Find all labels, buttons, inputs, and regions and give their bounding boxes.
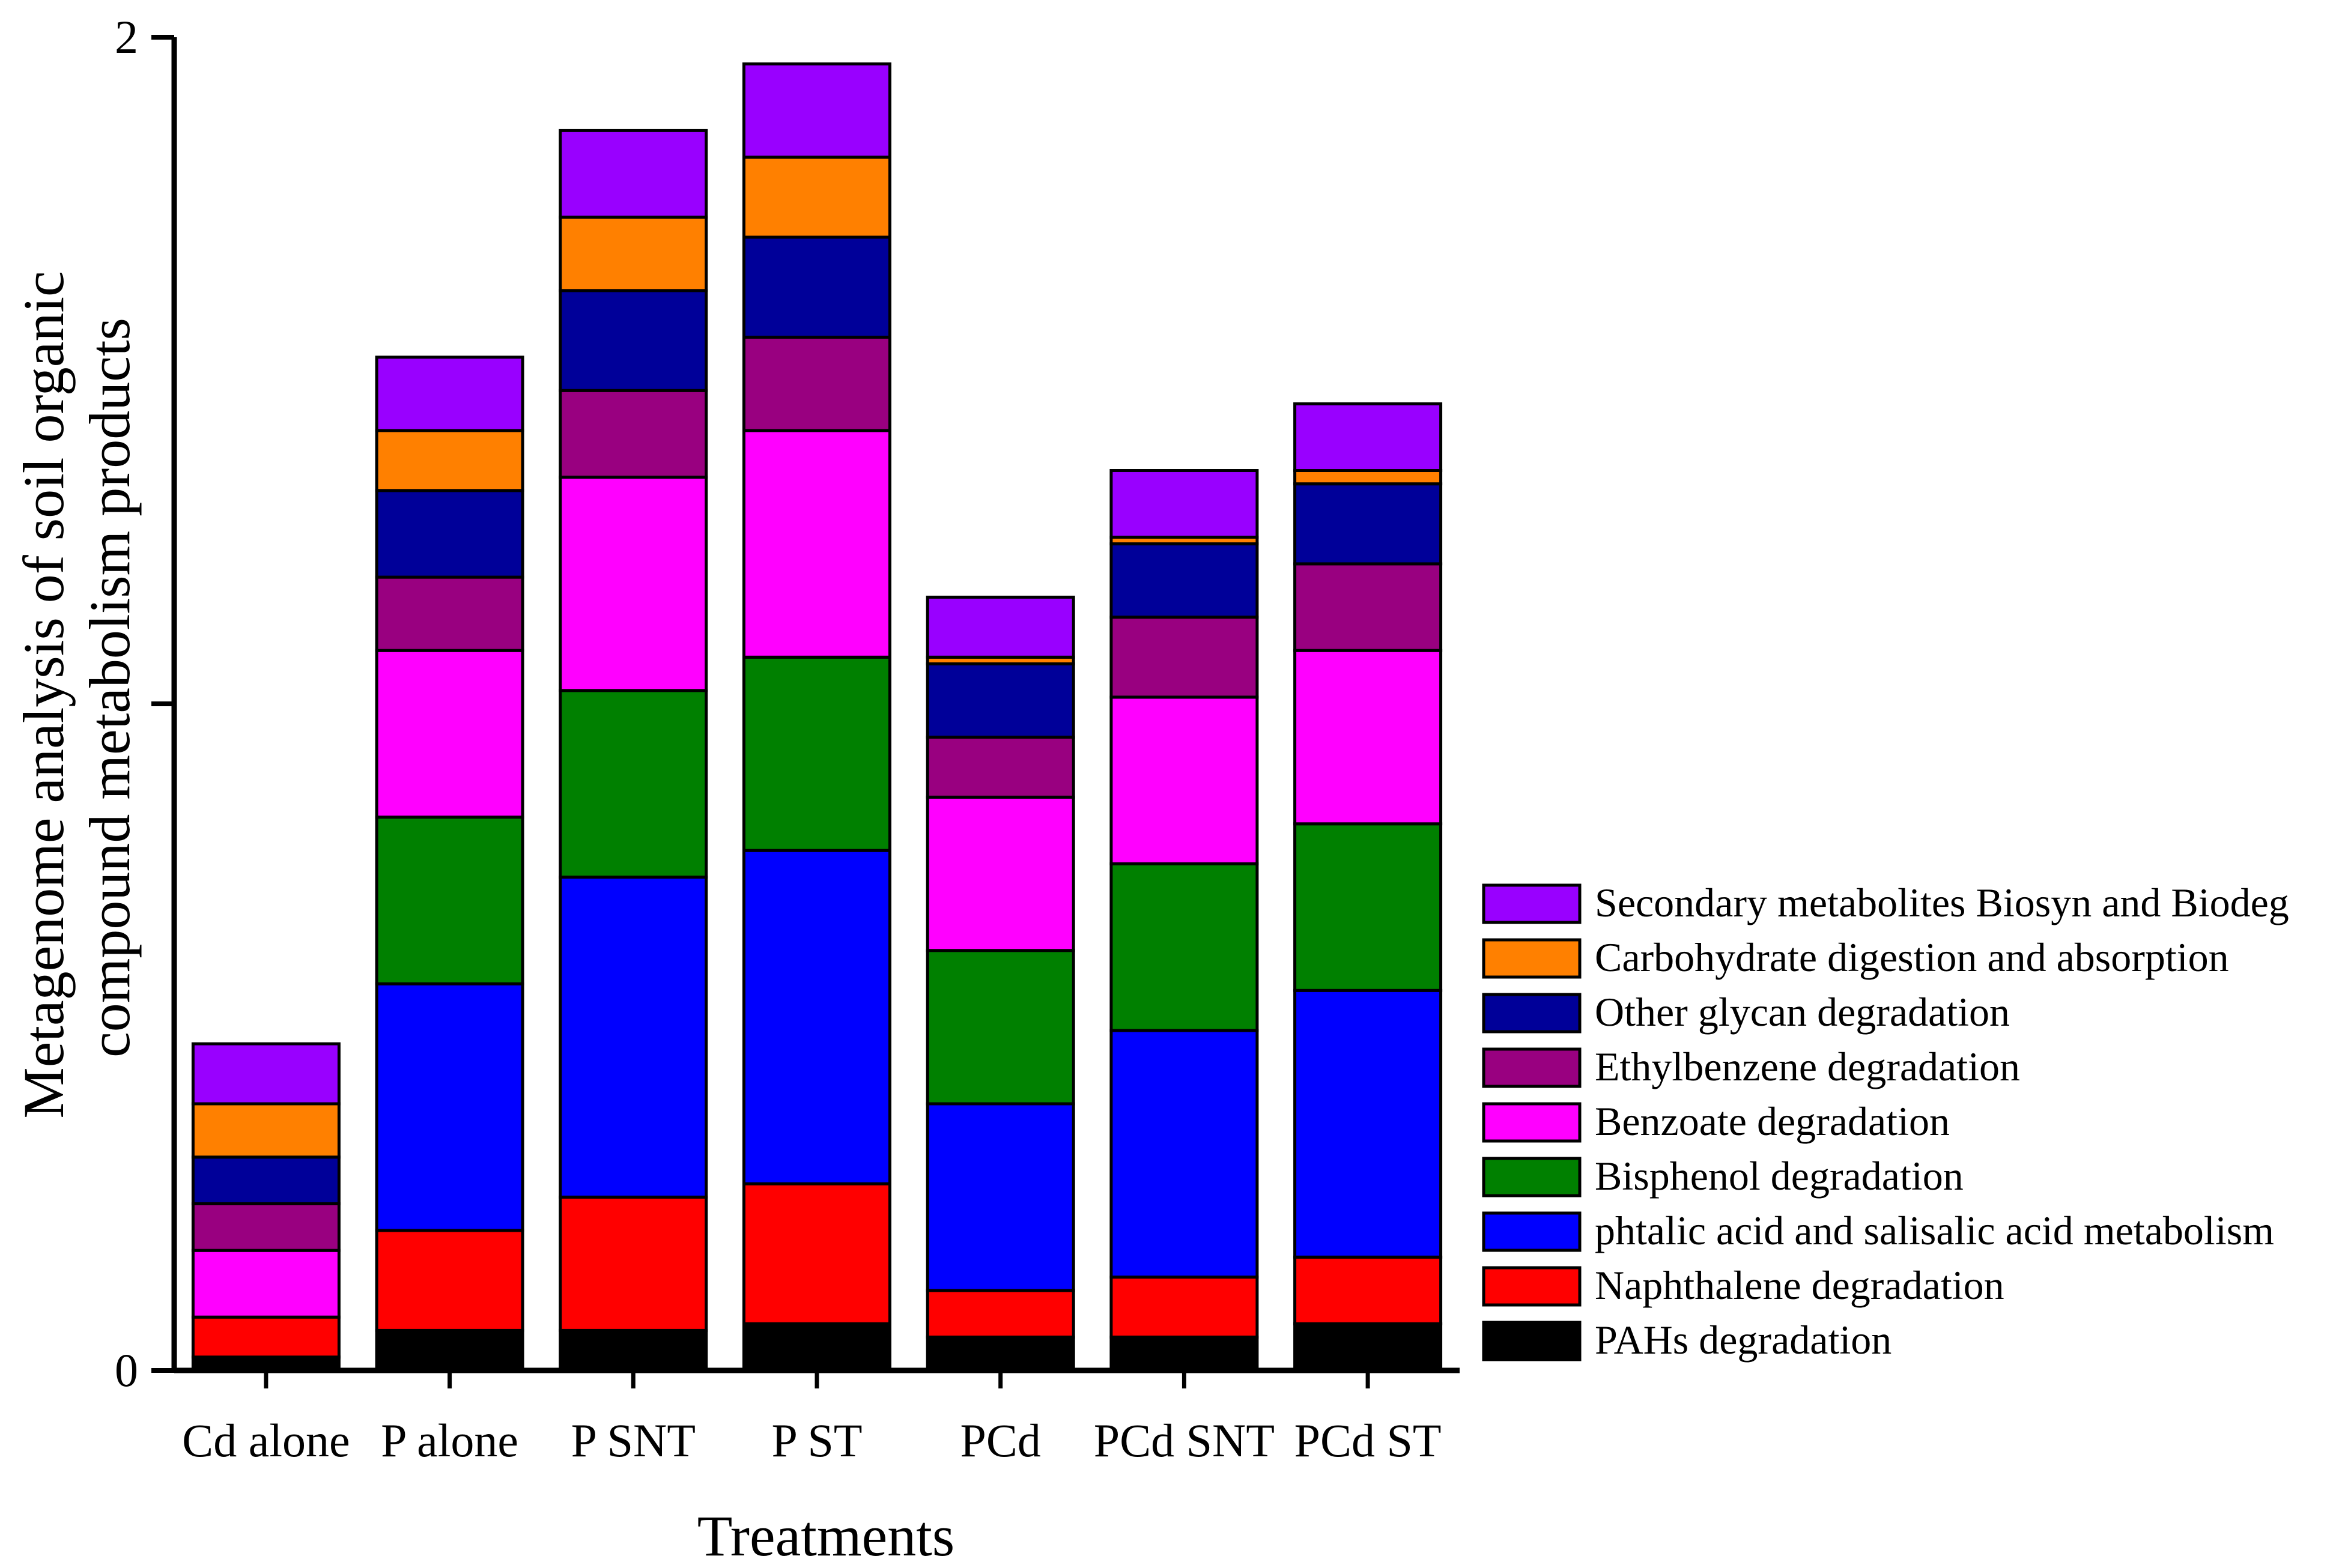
bar-segment-p-alone-bisphenol-degradation — [375, 816, 524, 985]
bar-segment-cd-alone-other-glycan-degradation — [191, 1155, 341, 1206]
legend-label-benzoate-degradation: Benzoate degradation — [1595, 1098, 1950, 1144]
bar-segment-pcd-st-phtalic-acid-and-salisalic-acid-metabolism — [1293, 988, 1443, 1259]
bar-segment-pcd-ethylbenzene-degradation — [926, 736, 1075, 799]
bar-segment-cd-alone-secondary-metabolites-biosyn-and-biodeg — [191, 1042, 341, 1106]
legend-label-naphthalene-degradation: Naphthalene degradation — [1595, 1262, 2004, 1308]
legend-swatch-secondary-metabolites-biosyn-and-biodeg — [1482, 883, 1582, 924]
bar-segment-p-alone-ethylbenzene-degradation — [375, 575, 524, 652]
bar-segment-pcd-benzoate-degradation — [926, 795, 1075, 952]
bar-segment-pcd-other-glycan-degradation — [926, 662, 1075, 739]
bar-segment-pcd-st-bisphenol-degradation — [1293, 822, 1443, 992]
bar-segment-p-snt-secondary-metabolites-biosyn-and-biodeg — [559, 129, 708, 219]
y-tick-label: 2 — [115, 11, 138, 63]
bar-segment-p-alone-phtalic-acid-and-salisalic-acid-metabolism — [375, 982, 524, 1232]
bar-segment-pcd-st-secondary-metabolites-biosyn-and-biodeg — [1293, 402, 1443, 472]
bar-segment-pcd-st-benzoate-degradation — [1293, 649, 1443, 826]
legend-swatch-other-glycan-degradation — [1482, 993, 1582, 1034]
bar-segment-pcd-snt-bisphenol-degradation — [1109, 862, 1259, 1032]
bar-segment-p-snt-pahs-degradation — [559, 1328, 708, 1372]
bar-segment-pcd-phtalic-acid-and-salisalic-acid-metabolism — [926, 1102, 1075, 1292]
bar-segment-p-snt-benzoate-degradation — [559, 476, 708, 692]
bar-segment-pcd-secondary-metabolites-biosyn-and-biodeg — [926, 595, 1075, 659]
x-tick-label-pcd-snt: PCd SNT — [1094, 1414, 1275, 1467]
bar-segment-pcd-bisphenol-degradation — [926, 949, 1075, 1106]
bar-segment-p-snt-naphthalene-degradation — [559, 1195, 708, 1332]
bar-segment-p-snt-phtalic-acid-and-salisalic-acid-metabolism — [559, 876, 708, 1199]
legend-swatch-phtalic-acid-and-salisalic-acid-metabolism — [1482, 1211, 1582, 1252]
bar-segment-p-alone-secondary-metabolites-biosyn-and-biodeg — [375, 356, 524, 432]
legend-label-secondary-metabolites-biosyn-and-biodeg: Secondary metabolites Biosyn and Biodeg — [1595, 880, 2289, 925]
bar-segment-pcd-st-carbohydrate-digestion-and-absorption — [1293, 469, 1443, 486]
bar-segment-p-st-carbohydrate-digestion-and-absorption — [742, 156, 891, 239]
legend-label-ethylbenzene-degradation: Ethylbenzene degradation — [1595, 1044, 2020, 1089]
bar-segment-pcd-snt-pahs-degradation — [1109, 1336, 1259, 1372]
x-tick-label-p-snt: P SNT — [571, 1414, 696, 1467]
legend: Secondary metabolites Biosyn and Biodeg C… — [1482, 880, 2289, 1363]
legend-swatch-pahs-degradation — [1482, 1321, 1582, 1361]
bar-segment-cd-alone-ethylbenzene-degradation — [191, 1202, 341, 1252]
bar-segment-p-st-secondary-metabolites-biosyn-and-biodeg — [742, 62, 891, 159]
y-axis-title: Metagenome analysis of soil organic comp… — [11, 256, 142, 1118]
bar-segment-pcd-pahs-degradation — [926, 1336, 1075, 1372]
y-ticks: 02 — [115, 11, 174, 1396]
bar-segment-pcd-snt-phtalic-acid-and-salisalic-acid-metabolism — [1109, 1029, 1259, 1279]
x-axis-title: Treatments — [697, 1504, 954, 1568]
bar-segment-pcd-st-naphthalene-degradation — [1293, 1255, 1443, 1325]
bar-segment-p-alone-other-glycan-degradation — [375, 489, 524, 579]
bar-segment-p-alone-benzoate-degradation — [375, 649, 524, 819]
bar-segment-p-st-bisphenol-degradation — [742, 655, 891, 852]
bar-segment-pcd-snt-other-glycan-degradation — [1109, 542, 1259, 619]
bar-segment-cd-alone-naphthalene-degradation — [191, 1315, 341, 1359]
legend-label-carbohydrate-digestion-and-absorption: Carbohydrate digestion and absorption — [1595, 934, 2229, 980]
bars-layer — [191, 62, 1443, 1372]
bar-segment-pcd-snt-secondary-metabolites-biosyn-and-biodeg — [1109, 469, 1259, 539]
y-axis-title-line-1: Metagenome analysis of soil organic — [11, 271, 76, 1118]
legend-label-phtalic-acid-and-salisalic-acid-metabolism: phtalic acid and salisalic acid metaboli… — [1595, 1208, 2274, 1253]
bar-segment-p-snt-bisphenol-degradation — [559, 689, 708, 879]
legend-label-bisphenol-degradation: Bisphenol degradation — [1595, 1153, 1964, 1199]
x-tick-label-p-st: P ST — [771, 1414, 862, 1467]
legend-label-pahs-degradation: PAHs degradation — [1595, 1317, 1892, 1363]
bar-segment-p-st-ethylbenzene-degradation — [742, 336, 891, 432]
x-tick-label-cd-alone: Cd alone — [182, 1414, 350, 1467]
bar-segment-pcd-st-ethylbenzene-degradation — [1293, 562, 1443, 652]
bar-segment-p-snt-carbohydrate-digestion-and-absorption — [559, 216, 708, 292]
bar-segment-cd-alone-carbohydrate-digestion-and-absorption — [191, 1102, 341, 1159]
x-tick-labels: Cd alone P alone P SNT P ST PCd PCd SNT PCd ST — [182, 1414, 1441, 1467]
bar-segment-p-st-pahs-degradation — [742, 1322, 891, 1372]
y-tick-label: 0 — [115, 1344, 138, 1396]
bar-segment-pcd-snt-ethylbenzene-degradation — [1109, 616, 1259, 699]
legend-swatch-naphthalene-degradation — [1482, 1266, 1582, 1307]
bar-segment-p-st-naphthalene-degradation — [742, 1182, 891, 1325]
x-tick-label-pcd: PCd — [960, 1414, 1040, 1467]
legend-swatch-ethylbenzene-degradation — [1482, 1047, 1582, 1088]
bar-segment-p-snt-ethylbenzene-degradation — [559, 389, 708, 479]
legend-label-other-glycan-degradation: Other glycan degradation — [1595, 989, 2010, 1035]
legend-swatch-carbohydrate-digestion-and-absorption — [1482, 938, 1582, 979]
bar-segment-p-alone-carbohydrate-digestion-and-absorption — [375, 429, 524, 492]
legend-swatch-benzoate-degradation — [1482, 1102, 1582, 1143]
bar-segment-pcd-st-other-glycan-degradation — [1293, 482, 1443, 566]
bar-segment-p-st-phtalic-acid-and-salisalic-acid-metabolism — [742, 849, 891, 1185]
legend-swatch-bisphenol-degradation — [1482, 1157, 1582, 1197]
bar-segment-p-st-benzoate-degradation — [742, 429, 891, 659]
bar-segment-p-st-other-glycan-degradation — [742, 235, 891, 339]
bar-segment-p-alone-pahs-degradation — [375, 1328, 524, 1372]
bar-segment-cd-alone-benzoate-degradation — [191, 1249, 341, 1319]
y-axis-title-line-2: compound metabolism products — [77, 318, 142, 1058]
bar-segment-pcd-naphthalene-degradation — [926, 1289, 1075, 1339]
bar-segment-pcd-snt-naphthalene-degradation — [1109, 1276, 1259, 1339]
bar-segment-pcd-st-pahs-degradation — [1293, 1322, 1443, 1372]
x-tick-label-p-alone: P alone — [381, 1414, 518, 1467]
bar-segment-p-snt-other-glycan-degradation — [559, 289, 708, 392]
bar-segment-p-alone-naphthalene-degradation — [375, 1229, 524, 1332]
x-tick-label-pcd-st: PCd ST — [1294, 1414, 1442, 1467]
bar-segment-pcd-snt-benzoate-degradation — [1109, 695, 1259, 865]
